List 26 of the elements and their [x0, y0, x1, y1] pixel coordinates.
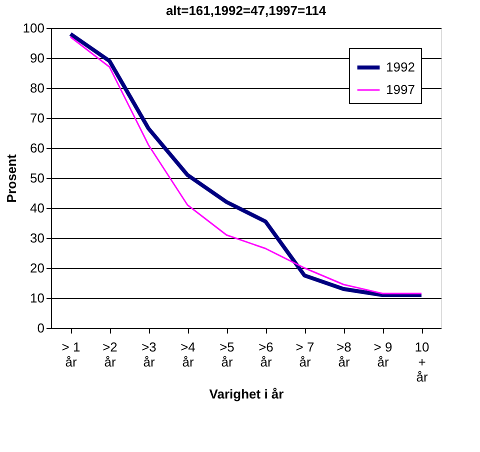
- legend-label: 1992: [386, 60, 415, 74]
- x-axis-title: Varighet i år: [209, 386, 284, 402]
- x-tick-label: > 9 år: [374, 340, 392, 370]
- x-tick-label: >4 år: [180, 340, 196, 370]
- y-tick-label: 50: [30, 170, 44, 186]
- legend-label: 1997: [386, 82, 415, 97]
- y-axis-title: Prosent: [4, 154, 19, 203]
- x-tick-label: 10 + år: [414, 340, 430, 384]
- y-tick-label: 70: [30, 110, 44, 126]
- x-tick-label: >5 år: [220, 340, 234, 370]
- x-tick-label: >6 år: [258, 340, 274, 370]
- x-tick-label: >8 år: [336, 340, 352, 370]
- x-tick-label: > 7 år: [296, 340, 314, 370]
- y-tick-label: 60: [30, 140, 44, 156]
- y-tick-label: 40: [30, 200, 44, 216]
- x-tick-label: >3 år: [142, 340, 156, 370]
- y-tick-label: 100: [22, 20, 44, 36]
- x-tick-label: >2 år: [102, 340, 118, 370]
- y-tick-label: 20: [30, 260, 44, 276]
- y-tick-label: 80: [30, 80, 44, 96]
- y-tick-label: 0: [37, 320, 44, 336]
- y-tick-label: 90: [30, 50, 44, 66]
- x-tick-label: > 1 år: [62, 340, 80, 370]
- y-tick-label: 10: [30, 290, 44, 306]
- y-tick-label: 30: [30, 230, 44, 246]
- chart-title: alt=161,1992=47,1997=114: [166, 3, 327, 18]
